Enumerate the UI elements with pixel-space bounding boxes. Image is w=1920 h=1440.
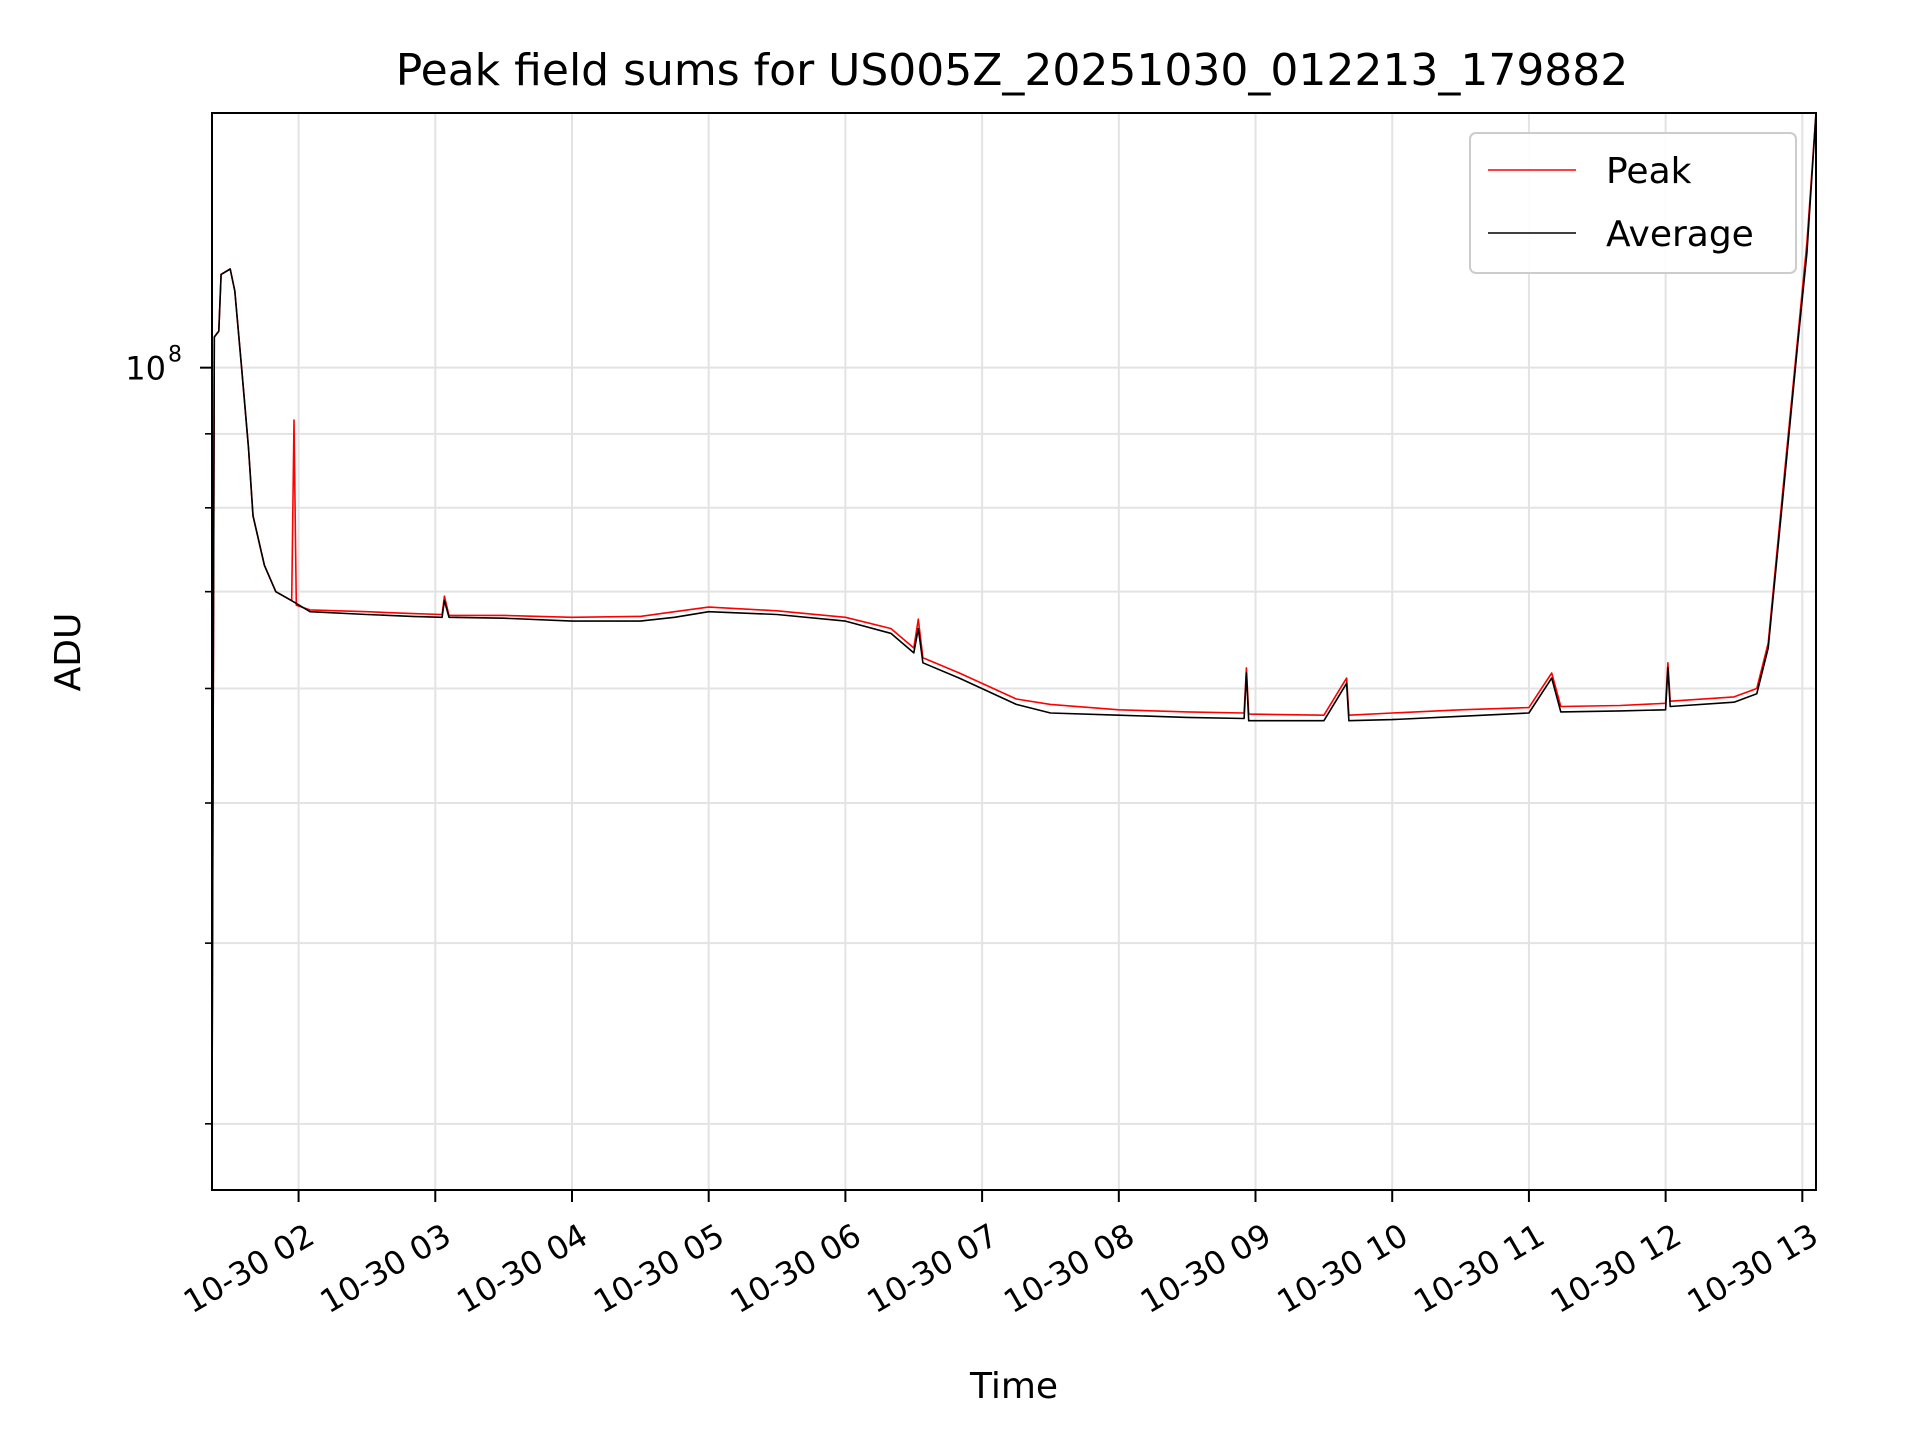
legend-label-peak: Peak <box>1606 151 1692 192</box>
y-tick-label-base: 10 <box>125 350 166 388</box>
legend-box <box>1469 132 1797 274</box>
legend-label-average: Average <box>1606 214 1754 255</box>
legend: Peak Average <box>1469 132 1797 274</box>
series-layer <box>211 112 1817 1124</box>
chart-title: Peak field sums for US005Z_20251030_0122… <box>396 45 1629 96</box>
y-tick-label-exponent: 8 <box>168 343 182 368</box>
grid <box>212 113 1816 1190</box>
y-axis-label: ADU <box>48 613 89 692</box>
x-axis-label: Time <box>969 1366 1058 1407</box>
y-axis-ticks: 10 8 <box>125 343 212 1125</box>
series-line-average <box>211 112 1817 1124</box>
plot-area-frame <box>211 112 1817 1191</box>
